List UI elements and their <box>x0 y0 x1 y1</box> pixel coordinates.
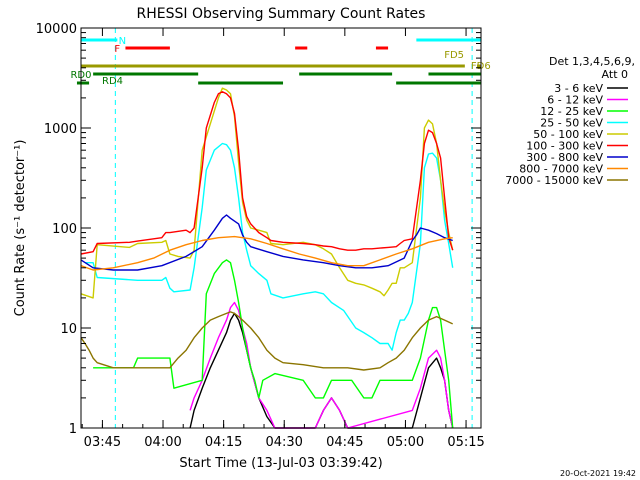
legend-label-4: 25 - 50 keV <box>540 117 603 130</box>
flag-label-rd4: RD4 <box>102 76 123 87</box>
series-line-2 <box>189 301 454 429</box>
y-tick-label: 10000 <box>36 22 77 37</box>
y-tick-label: 1000 <box>44 122 77 137</box>
series-line-1 <box>189 312 454 429</box>
x-axis-label: Start Time (13-Jul-03 03:39:42) <box>179 456 382 471</box>
y-tick-label: 1 <box>69 422 77 437</box>
y-axis: 1 10 100 1000 10000 <box>36 22 481 437</box>
series-line-4 <box>85 142 454 351</box>
legend-label-9: 7000 - 15000 keV <box>505 174 603 187</box>
legend-label-1: 3 - 6 keV <box>554 82 603 95</box>
y-axis-label: Count Rate (s⁻¹ detector⁻¹) <box>13 140 28 317</box>
legend-label-3: 12 - 25 keV <box>540 105 603 118</box>
x-tick-label: 03:45 <box>84 435 121 450</box>
series-line-9 <box>80 311 453 371</box>
legend-label-8: 800 - 7000 keV <box>519 163 603 176</box>
legend-label-5: 50 - 100 keV <box>533 128 603 141</box>
flag-label-fd5: FD5 <box>444 50 464 61</box>
chart-title: RHESSI Observing Summary Count Rates <box>137 6 426 22</box>
legend-label-6: 100 - 300 keV <box>526 140 603 153</box>
x-tick-label: 04:00 <box>144 435 181 450</box>
x-tick-label: 04:45 <box>326 435 363 450</box>
series-line-6 <box>80 91 454 255</box>
y-tick-label: 100 <box>52 222 77 237</box>
x-tick-label: 04:15 <box>205 435 242 450</box>
flag-label-f: F <box>114 44 120 55</box>
series-line-8 <box>80 235 453 271</box>
footer-date: 20-Oct-2021 19:42 <box>560 469 636 478</box>
series-line-7 <box>80 214 453 271</box>
legend-label-2: 6 - 12 keV <box>547 94 603 107</box>
legend-label-7: 300 - 800 keV <box>526 151 603 164</box>
x-axis: 03:45 04:00 04:15 04:30 04:45 05:00 05:15 <box>81 28 485 450</box>
legend-header-line-1: Det 1,3,4,5,6,9, <box>549 55 635 68</box>
y-tick-label: 10 <box>60 322 77 337</box>
x-tick-label: 04:30 <box>265 435 302 450</box>
series-line-3 <box>93 259 454 429</box>
flag-label-n: N <box>119 36 126 47</box>
x-tick-label: 05:15 <box>447 435 484 450</box>
x-tick-label: 05:00 <box>387 435 424 450</box>
plot-area <box>80 28 473 429</box>
legend-header-line-2: Att 0 <box>602 68 628 81</box>
